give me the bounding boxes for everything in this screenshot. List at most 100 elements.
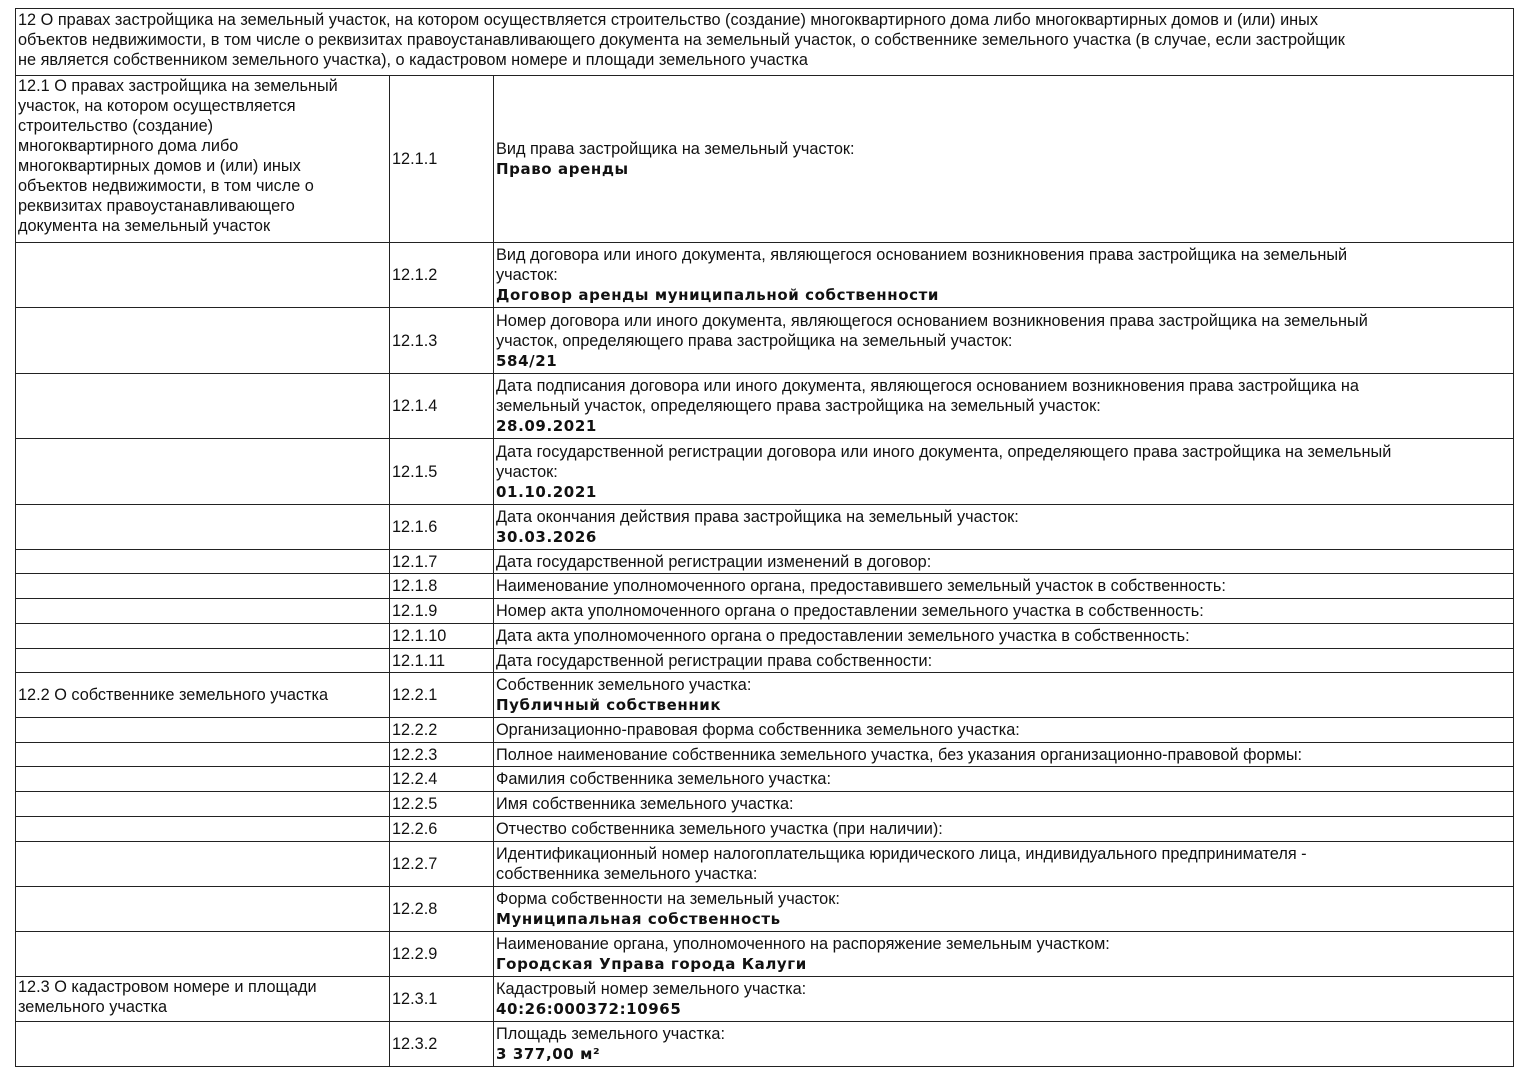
- item-number: 12.1.9: [389, 598, 494, 624]
- section-cell: [15, 742, 390, 767]
- item-value: 28.09.2021: [496, 417, 597, 435]
- table-row: 12.1.11 Дата государственной регистрации …: [15, 648, 1514, 673]
- item-label: Имя собственника земельного участка:: [496, 795, 794, 813]
- section-cell: [15, 648, 390, 673]
- table-row: 12.2 О собственнике земельного участка 12…: [15, 672, 1514, 718]
- table-row: 12.1.2 Вид договора или иного документа, …: [15, 242, 1514, 308]
- item-cell: Организационно-правовая форма собственни…: [493, 717, 1514, 743]
- item-cell: Собственник земельного участка: Публичный…: [493, 672, 1514, 718]
- section-cell: [15, 549, 390, 574]
- item-label: Форма собственности на земельный участок…: [496, 890, 840, 908]
- section-cell: [15, 931, 390, 977]
- table-row: 12.2.7 Идентификационный номер налогоплат…: [15, 841, 1514, 887]
- table-row: 12.1.3 Номер договора или иного документа…: [15, 307, 1514, 374]
- item-label: Идентификационный номер налогоплательщик…: [496, 845, 1307, 883]
- item-cell: Полное наименование собственника земельн…: [493, 742, 1514, 767]
- item-number: 12.1.10: [389, 623, 494, 649]
- section-cell: 12.3 О кадастровом номере и площади земе…: [15, 976, 390, 1022]
- table-row: 12.3 О кадастровом номере и площади земе…: [15, 976, 1514, 1022]
- table-row: 12.1 О правах застройщика на земельный у…: [15, 75, 1514, 243]
- item-number: 12.3.2: [389, 1021, 494, 1067]
- table-row: 12.1.5 Дата государственной регистрации д…: [15, 438, 1514, 505]
- section-header-row: 12 О правах застройщика на земельный уча…: [15, 8, 1514, 76]
- table-row: 12.2.2 Организационно-правовая форма собс…: [15, 717, 1514, 743]
- item-label: Фамилия собственника земельного участка:: [496, 770, 831, 788]
- item-label: Наименование уполномоченного органа, пре…: [496, 577, 1226, 595]
- section-header: 12 О правах застройщика на земельный уча…: [15, 8, 1514, 76]
- item-label: Вид договора или иного документа, являющ…: [496, 246, 1348, 284]
- section-cell: 12.1 О правах застройщика на земельный у…: [15, 75, 390, 243]
- item-cell: Площадь земельного участка: 3 377,00 м²: [493, 1021, 1514, 1067]
- section-cell: [15, 242, 390, 308]
- item-label: Номер акта уполномоченного органа о пред…: [496, 602, 1204, 620]
- land-rights-table: 12 О правах застройщика на земельный уча…: [15, 8, 1514, 1067]
- item-label: Полное наименование собственника земельн…: [496, 745, 1303, 764]
- section-cell: 12.2 О собственнике земельного участка: [15, 672, 390, 718]
- section-cell: [15, 816, 390, 842]
- item-label: Кадастровый номер земельного участка:: [496, 980, 807, 998]
- item-number: 12.1.11: [389, 648, 494, 673]
- item-number: 12.2.9: [389, 931, 494, 977]
- section-cell: [15, 717, 390, 743]
- item-value: Договор аренды муниципальной собственнос…: [496, 286, 940, 304]
- item-label: Площадь земельного участка:: [496, 1025, 725, 1043]
- item-cell: Форма собственности на земельный участок…: [493, 886, 1514, 932]
- item-number: 12.3.1: [389, 976, 494, 1022]
- item-cell: Имя собственника земельного участка:: [493, 791, 1514, 817]
- item-label: Организационно-правовая форма собственни…: [496, 721, 1020, 739]
- item-cell: Отчество собственника земельного участка…: [493, 816, 1514, 842]
- item-number: 12.1.3: [389, 307, 494, 374]
- section-cell: [15, 373, 390, 439]
- section-cell: [15, 886, 390, 932]
- item-cell: Наименование органа, уполномоченного на …: [493, 931, 1514, 977]
- table-row: 12.1.4 Дата подписания договора или иного…: [15, 373, 1514, 439]
- table-row: 12.2.6 Отчество собственника земельного у…: [15, 816, 1514, 842]
- item-value: 40:26:000372:10965: [496, 1000, 682, 1018]
- section-cell: [15, 791, 390, 817]
- table-row: 12.1.8 Наименование уполномоченного орган…: [15, 573, 1514, 599]
- section-cell: [15, 307, 390, 374]
- section-cell: [15, 623, 390, 649]
- item-label: Дата окончания действия права застройщик…: [496, 508, 1019, 526]
- item-cell: Дата государственной регистрации изменен…: [493, 549, 1514, 574]
- item-number: 12.1.1: [389, 75, 494, 243]
- item-number: 12.1.2: [389, 242, 494, 308]
- item-label: Дата государственной регистрации права с…: [496, 651, 933, 670]
- item-cell: Дата акта уполномоченного органа о предо…: [493, 623, 1514, 649]
- item-number: 12.1.8: [389, 573, 494, 599]
- table-row: 12.2.8 Форма собственности на земельный у…: [15, 886, 1514, 932]
- item-cell: Идентификационный номер налогоплательщик…: [493, 841, 1514, 887]
- item-value: Право аренды: [496, 160, 629, 178]
- section-cell: [15, 841, 390, 887]
- item-number: 12.2.2: [389, 717, 494, 743]
- table-row: 12.2.5 Имя собственника земельного участк…: [15, 791, 1514, 817]
- item-cell: Кадастровый номер земельного участка: 40:…: [493, 976, 1514, 1022]
- item-value: 3 377,00 м²: [496, 1045, 601, 1063]
- section-cell: [15, 438, 390, 505]
- item-number: 12.1.7: [389, 549, 494, 574]
- item-cell: Дата подписания договора или иного докум…: [493, 373, 1514, 439]
- item-cell: Фамилия собственника земельного участка:: [493, 766, 1514, 792]
- table-row: 12.2.9 Наименование органа, уполномоченно…: [15, 931, 1514, 977]
- item-number: 12.2.4: [389, 766, 494, 792]
- item-cell: Номер договора или иного документа, явля…: [493, 307, 1514, 374]
- item-value: 01.10.2021: [496, 482, 597, 501]
- item-label: Отчество собственника земельного участка…: [496, 820, 943, 838]
- item-number: 12.2.8: [389, 886, 494, 932]
- item-number: 12.2.3: [389, 742, 494, 767]
- section-cell: [15, 1021, 390, 1067]
- table-row: 12.3.2 Площадь земельного участка: 3 377,0…: [15, 1021, 1514, 1067]
- item-value: 584/21: [496, 351, 558, 370]
- item-cell: Дата окончания действия права застройщик…: [493, 504, 1514, 550]
- item-cell: Вид права застройщика на земельный участ…: [493, 75, 1514, 243]
- section-cell: [15, 598, 390, 624]
- item-number: 12.2.7: [389, 841, 494, 887]
- section-cell: [15, 766, 390, 792]
- item-label: Вид права застройщика на земельный участ…: [496, 140, 855, 158]
- item-number: 12.1.4: [389, 373, 494, 439]
- item-cell: Дата государственной регистрации договор…: [493, 438, 1514, 505]
- item-cell: Дата государственной регистрации права с…: [493, 648, 1514, 673]
- table-row: 12.1.10 Дата акта уполномоченного органа …: [15, 623, 1514, 649]
- item-cell: Наименование уполномоченного органа, пре…: [493, 573, 1514, 599]
- table-row: 12.1.6 Дата окончания действия права заст…: [15, 504, 1514, 550]
